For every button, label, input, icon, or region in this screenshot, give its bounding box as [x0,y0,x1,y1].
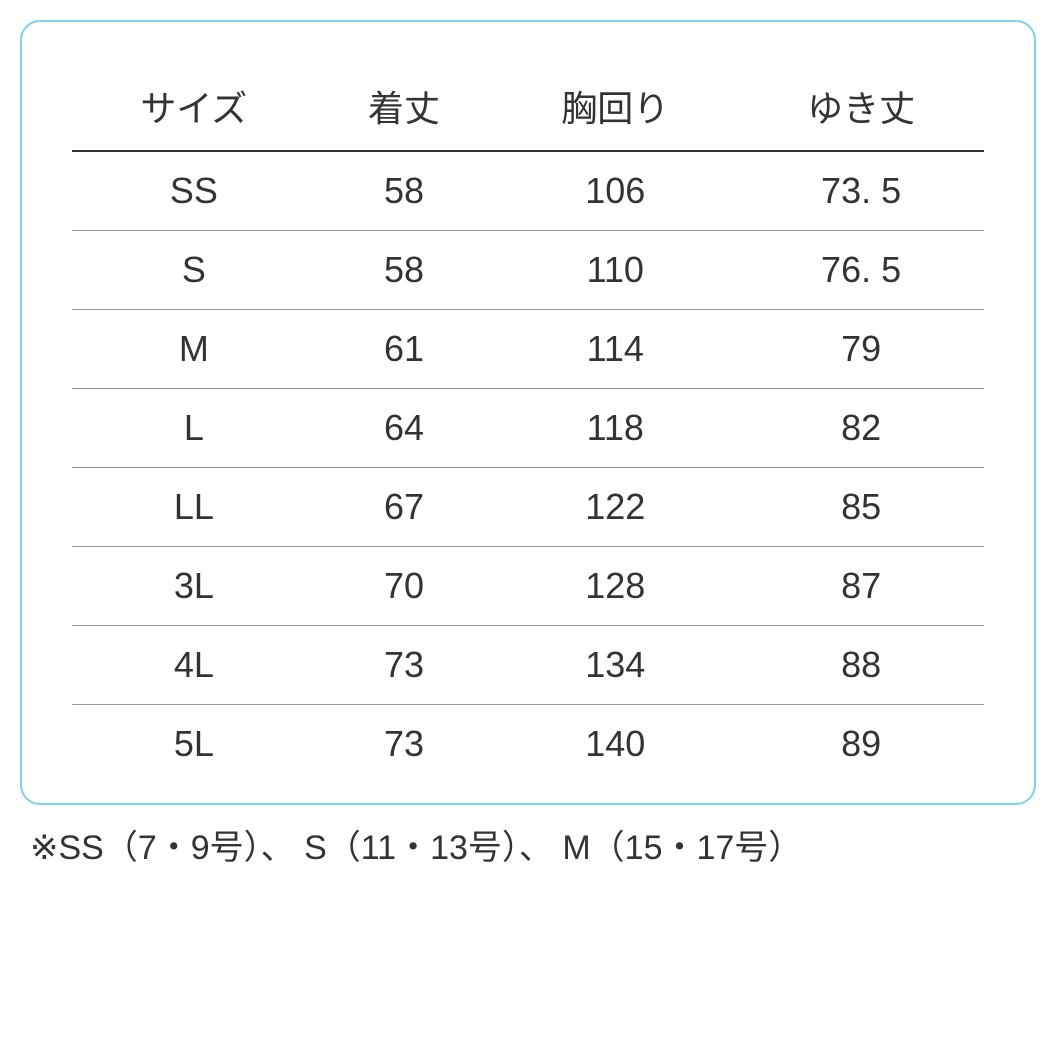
cell-sleeve: 79 [738,310,984,389]
table-row: 3L 70 128 87 [72,547,984,626]
header-chest: 胸回り [492,62,738,151]
cell-length: 58 [316,151,493,231]
cell-chest: 106 [492,151,738,231]
table-row: S 58 110 76. 5 [72,231,984,310]
table-row: 5L 73 140 89 [72,705,984,784]
cell-size: 5L [72,705,316,784]
footnote: ※SS（7・9号）、 S（11・13号）、 M（15・17号） [20,820,1036,869]
cell-chest: 134 [492,626,738,705]
table-wrapper: サイズ 着丈 胸回り ゆき丈 SS 58 106 73. 5 S 58 110 [20,20,1036,805]
cell-size: 4L [72,626,316,705]
header-size: サイズ [72,62,316,151]
cell-sleeve: 76. 5 [738,231,984,310]
cell-chest: 128 [492,547,738,626]
cell-size: L [72,389,316,468]
cell-chest: 122 [492,468,738,547]
table-row: SS 58 106 73. 5 [72,151,984,231]
cell-sleeve: 87 [738,547,984,626]
cell-chest: 114 [492,310,738,389]
cell-length: 73 [316,626,493,705]
cell-size: S [72,231,316,310]
table-row: M 61 114 79 [72,310,984,389]
cell-sleeve: 89 [738,705,984,784]
cell-size: M [72,310,316,389]
cell-length: 70 [316,547,493,626]
cell-length: 58 [316,231,493,310]
cell-chest: 118 [492,389,738,468]
cell-chest: 110 [492,231,738,310]
cell-length: 61 [316,310,493,389]
table-body: SS 58 106 73. 5 S 58 110 76. 5 M 61 114 … [72,151,984,783]
header-sleeve: ゆき丈 [738,62,984,151]
cell-chest: 140 [492,705,738,784]
table-row: 4L 73 134 88 [72,626,984,705]
cell-size: LL [72,468,316,547]
cell-length: 67 [316,468,493,547]
cell-size: SS [72,151,316,231]
header-length: 着丈 [316,62,493,151]
cell-sleeve: 73. 5 [738,151,984,231]
cell-length: 64 [316,389,493,468]
cell-sleeve: 85 [738,468,984,547]
cell-sleeve: 82 [738,389,984,468]
cell-sleeve: 88 [738,626,984,705]
cell-size: 3L [72,547,316,626]
table-row: LL 67 122 85 [72,468,984,547]
size-chart-container: サイズ 着丈 胸回り ゆき丈 SS 58 106 73. 5 S 58 110 [20,20,1036,869]
table-header-row: サイズ 着丈 胸回り ゆき丈 [72,62,984,151]
cell-length: 73 [316,705,493,784]
table-row: L 64 118 82 [72,389,984,468]
size-table: サイズ 着丈 胸回り ゆき丈 SS 58 106 73. 5 S 58 110 [72,62,984,783]
